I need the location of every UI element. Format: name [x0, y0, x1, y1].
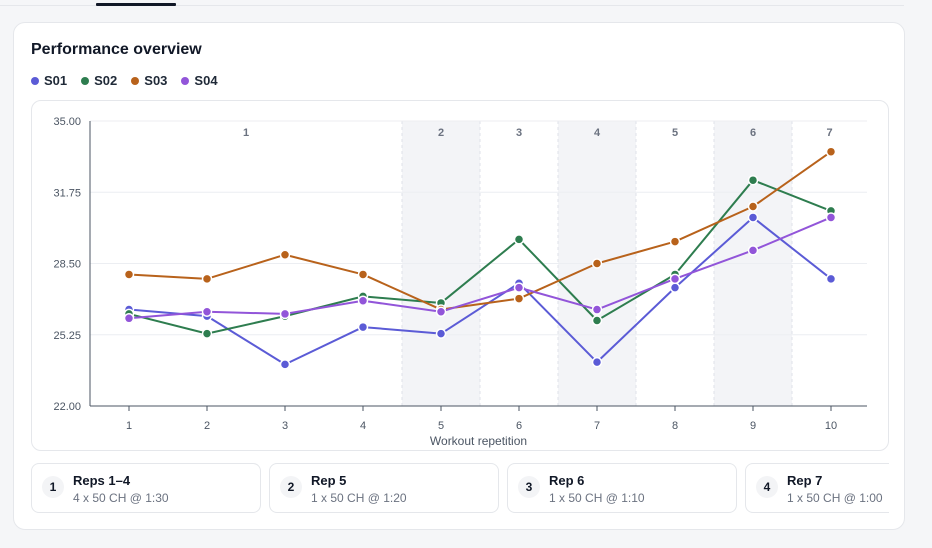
data-point	[435, 328, 447, 339]
phase-band-label: 3	[516, 127, 522, 139]
data-point	[591, 258, 603, 269]
data-point	[825, 146, 837, 157]
legend-label: S02	[94, 73, 118, 88]
data-point	[669, 273, 681, 285]
data-point	[825, 273, 837, 285]
phase-band-label: 5	[672, 127, 678, 139]
rep-number-badge: 4	[756, 476, 778, 498]
legend-label: S01	[44, 73, 68, 88]
data-point	[357, 321, 369, 333]
data-point	[669, 282, 681, 293]
y-tick-label: 31.75	[53, 187, 81, 199]
data-point	[825, 212, 837, 223]
data-point	[201, 328, 213, 339]
rep-card[interactable]: 1 Reps 1–4 4 x 50 CH @ 1:30	[31, 463, 261, 513]
x-axis-label: Workout repetition	[430, 434, 527, 448]
phase-band-label: 6	[750, 127, 756, 139]
data-point	[279, 359, 291, 370]
data-point	[279, 249, 291, 260]
legend-dot-icon	[131, 76, 140, 85]
data-point	[747, 201, 759, 212]
rep-number-badge: 3	[518, 476, 540, 498]
series-line-s02	[128, 179, 832, 335]
rep-description: 1 x 50 CH @ 1:20	[311, 491, 407, 505]
rep-cards-row: 1 Reps 1–4 4 x 50 CH @ 1:30 2 Rep 5 1 x …	[31, 463, 889, 513]
y-tick-label: 25.25	[53, 330, 81, 342]
rep-description: 4 x 50 CH @ 1:30	[73, 491, 169, 505]
legend-dot-icon	[81, 76, 90, 85]
rep-number-badge: 1	[42, 476, 64, 498]
x-tick-label: 2	[204, 420, 210, 432]
series-line-s01	[128, 216, 832, 366]
data-point	[279, 308, 291, 320]
legend-item-s03[interactable]: S03	[131, 73, 167, 88]
data-point	[357, 295, 369, 307]
data-point	[591, 315, 603, 326]
line-chart: 1 2 3 4 5 6 7 22.00 25.25 28.50 31.75 35.00 1 2 3 4 5 6 7 8…	[53, 116, 867, 448]
data-point	[123, 269, 135, 280]
phase-band-label: 4	[594, 127, 601, 139]
legend-item-s04[interactable]: S04	[181, 73, 218, 88]
rep-card[interactable]: 2 Rep 5 1 x 50 CH @ 1:20	[269, 463, 499, 513]
data-point	[123, 313, 135, 324]
legend-item-s01[interactable]: S01	[31, 73, 67, 88]
rep-title: Rep 7	[787, 473, 823, 488]
chart-legend: S01 S02 S03 S04	[31, 73, 218, 88]
rep-description: 1 x 50 CH @ 1:10	[549, 491, 645, 505]
top-tab-bar	[0, 0, 904, 6]
legend-label: S03	[144, 73, 168, 88]
x-tick-label: 10	[825, 420, 837, 432]
data-point	[513, 293, 525, 304]
y-tick-label: 35.00	[53, 116, 81, 128]
x-tick-label: 3	[282, 420, 288, 432]
data-point	[747, 212, 759, 223]
x-tick-label: 1	[126, 420, 132, 432]
active-tab-indicator	[96, 3, 176, 6]
rep-title: Rep 5	[311, 473, 347, 488]
x-tick-label: 6	[516, 420, 522, 432]
data-point	[357, 269, 369, 280]
data-point	[669, 236, 681, 247]
phase-band-label: 2	[438, 127, 444, 139]
legend-label: S04	[194, 73, 218, 88]
rep-card[interactable]: 4 Rep 7 1 x 50 CH @ 1:00	[745, 463, 889, 513]
y-tick-label: 28.50	[53, 259, 81, 271]
chart-container: 1 2 3 4 5 6 7 22.00 25.25 28.50 31.75 35.00 1 2 3 4 5 6 7 8…	[31, 100, 889, 451]
x-tick-label: 9	[750, 420, 756, 432]
legend-item-s02[interactable]: S02	[81, 73, 117, 88]
rep-card[interactable]: 3 Rep 6 1 x 50 CH @ 1:10	[507, 463, 737, 513]
series-line-s04	[128, 216, 832, 320]
data-point	[513, 234, 525, 245]
data-point	[513, 282, 525, 293]
data-point	[591, 356, 603, 368]
x-tick-label: 5	[438, 420, 444, 432]
card-title: Performance overview	[31, 41, 202, 58]
x-tick-label: 7	[594, 420, 600, 432]
data-point	[747, 174, 759, 186]
phase-band-label: 1	[243, 127, 249, 139]
rep-title: Reps 1–4	[73, 473, 131, 488]
data-point	[591, 304, 603, 315]
series-line-s03	[128, 150, 832, 311]
data-point	[435, 306, 447, 317]
x-tick-label: 8	[672, 420, 678, 432]
data-point	[201, 306, 213, 317]
legend-dot-icon	[31, 76, 39, 85]
data-point	[201, 273, 213, 285]
y-tick-label: 22.00	[53, 401, 81, 413]
legend-dot-icon	[181, 76, 190, 85]
x-tick-label: 4	[360, 420, 366, 432]
phase-band-label: 7	[826, 127, 832, 139]
data-point	[747, 245, 759, 256]
performance-card: Performance overview S01 S02 S03 S04 1 2 3…	[13, 22, 905, 530]
rep-title: Rep 6	[549, 473, 585, 488]
rep-number-badge: 2	[280, 476, 302, 498]
rep-description: 1 x 50 CH @ 1:00	[787, 491, 883, 505]
